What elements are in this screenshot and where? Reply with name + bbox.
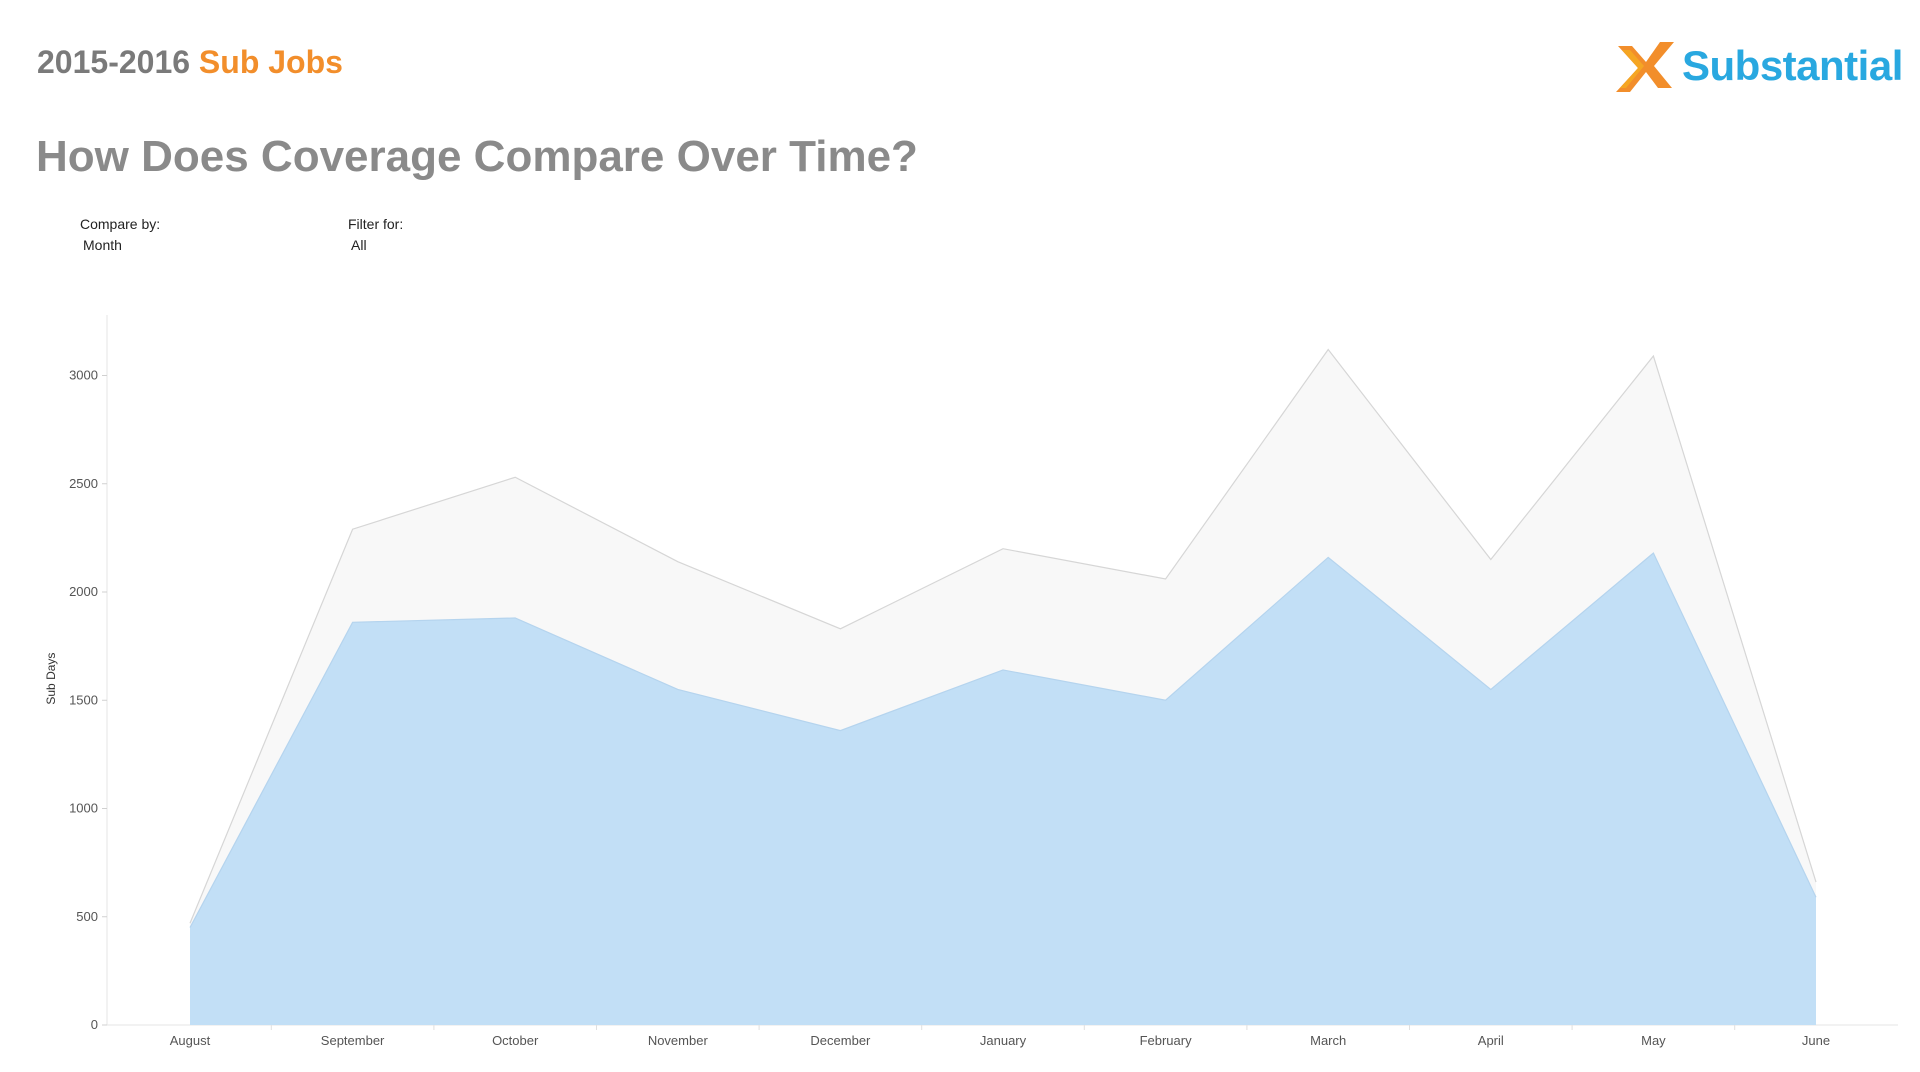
page-title: How Does Coverage Compare Over Time? <box>36 132 918 181</box>
series-2-point[interactable] <box>186 924 194 932</box>
series-1-point[interactable] <box>511 473 519 481</box>
series-1-point[interactable] <box>1487 556 1495 564</box>
filter-for-label: Filter for: <box>348 216 404 232</box>
series-2-point[interactable] <box>511 614 519 622</box>
filter-for-value[interactable]: All <box>351 237 367 253</box>
x-tick-label: March <box>1310 1033 1346 1048</box>
y-tick-label: 1500 <box>69 692 98 707</box>
y-tick-label: 2000 <box>69 584 98 599</box>
y-axis-title: Sub Days <box>44 653 58 705</box>
x-tick-label: October <box>492 1033 539 1048</box>
series-1-line <box>189 348 1817 924</box>
app-title-years: 2015-2016 <box>37 44 191 80</box>
area-chart: 0 500 1000 1500 2000 2500 3000 Sub Days August Se… <box>44 315 1898 1048</box>
series-2-point[interactable] <box>836 727 844 735</box>
x-tick-label: August <box>170 1033 211 1048</box>
logo-wordmark: Substantial <box>1682 42 1903 89</box>
filter-for-filter[interactable]: Filter for: All <box>348 216 403 253</box>
x-tick-label: September <box>321 1033 385 1048</box>
y-tick-label: 500 <box>76 909 98 924</box>
app-title: 2015-2016 Sub Jobs <box>37 44 343 81</box>
series-2-point[interactable] <box>999 666 1007 674</box>
series-2-point[interactable] <box>1487 685 1495 693</box>
series-1-point[interactable] <box>1324 346 1332 354</box>
series-1-point[interactable] <box>999 545 1007 553</box>
series-1-point[interactable] <box>1812 878 1820 886</box>
x-tick-label: February <box>1140 1033 1193 1048</box>
x-tick-label: April <box>1478 1033 1504 1048</box>
series-2-point[interactable] <box>1649 549 1657 557</box>
brand-logo: Substantial <box>1616 38 1903 94</box>
series-2-point[interactable] <box>1324 553 1332 561</box>
series-1-point[interactable] <box>1649 352 1657 360</box>
y-tick-label: 0 <box>91 1017 98 1032</box>
x-tick-label: May <box>1641 1033 1666 1048</box>
series-2-line <box>189 552 1817 928</box>
series-2-area <box>190 553 1816 1025</box>
y-tick-label: 2500 <box>69 476 98 491</box>
series-2-point[interactable] <box>674 685 682 693</box>
chart-container: 0 500 1000 1500 2000 2500 3000 Sub Days August Se… <box>0 300 1920 1072</box>
series-1-point[interactable] <box>349 525 357 533</box>
x-tick-label: January <box>980 1033 1027 1048</box>
app-title-subject: Sub Jobs <box>198 44 343 80</box>
series-1-point[interactable] <box>1162 575 1170 583</box>
series-2-point[interactable] <box>1812 893 1820 901</box>
series-1-point[interactable] <box>836 625 844 633</box>
series-1-point[interactable] <box>674 558 682 566</box>
x-tick-label: June <box>1802 1033 1830 1048</box>
series-2-point[interactable] <box>349 618 357 626</box>
y-tick-label: 3000 <box>69 368 98 383</box>
series-2-point[interactable] <box>1162 696 1170 704</box>
compare-by-filter[interactable]: Compare by: Month <box>80 216 160 253</box>
compare-by-label: Compare by: <box>80 216 161 232</box>
y-tick-label: 1000 <box>69 801 98 816</box>
lightning-x-icon <box>1616 42 1674 92</box>
x-tick-label: November <box>648 1033 709 1048</box>
x-tick-label: December <box>810 1033 871 1048</box>
compare-by-value[interactable]: Month <box>83 237 122 253</box>
